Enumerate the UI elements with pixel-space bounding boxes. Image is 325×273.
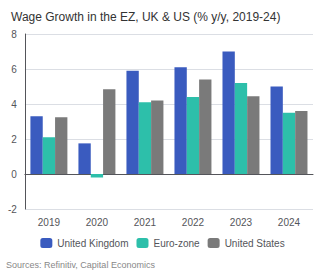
svg-text:4: 4 bbox=[11, 99, 17, 110]
svg-text:2024: 2024 bbox=[278, 217, 301, 228]
svg-text:United Kingdom: United Kingdom bbox=[57, 238, 128, 249]
svg-text:-2: -2 bbox=[8, 204, 17, 215]
svg-text:2022: 2022 bbox=[182, 217, 205, 228]
svg-text:2: 2 bbox=[11, 134, 17, 145]
svg-text:Euro-zone: Euro-zone bbox=[153, 238, 200, 249]
svg-text:0: 0 bbox=[11, 169, 17, 180]
svg-text:United States: United States bbox=[225, 238, 285, 249]
svg-text:Sources: Refinitiv, Capital Ec: Sources: Refinitiv, Capital Economics bbox=[6, 260, 155, 270]
svg-text:Wage Growth in the EZ, UK & US: Wage Growth in the EZ, UK & US (% y/y, 2… bbox=[11, 10, 280, 24]
svg-text:2021: 2021 bbox=[134, 217, 157, 228]
svg-text:6: 6 bbox=[11, 64, 17, 75]
svg-text:2019: 2019 bbox=[38, 217, 61, 228]
svg-text:8: 8 bbox=[11, 29, 17, 40]
svg-text:2023: 2023 bbox=[230, 217, 253, 228]
svg-text:2020: 2020 bbox=[86, 217, 109, 228]
